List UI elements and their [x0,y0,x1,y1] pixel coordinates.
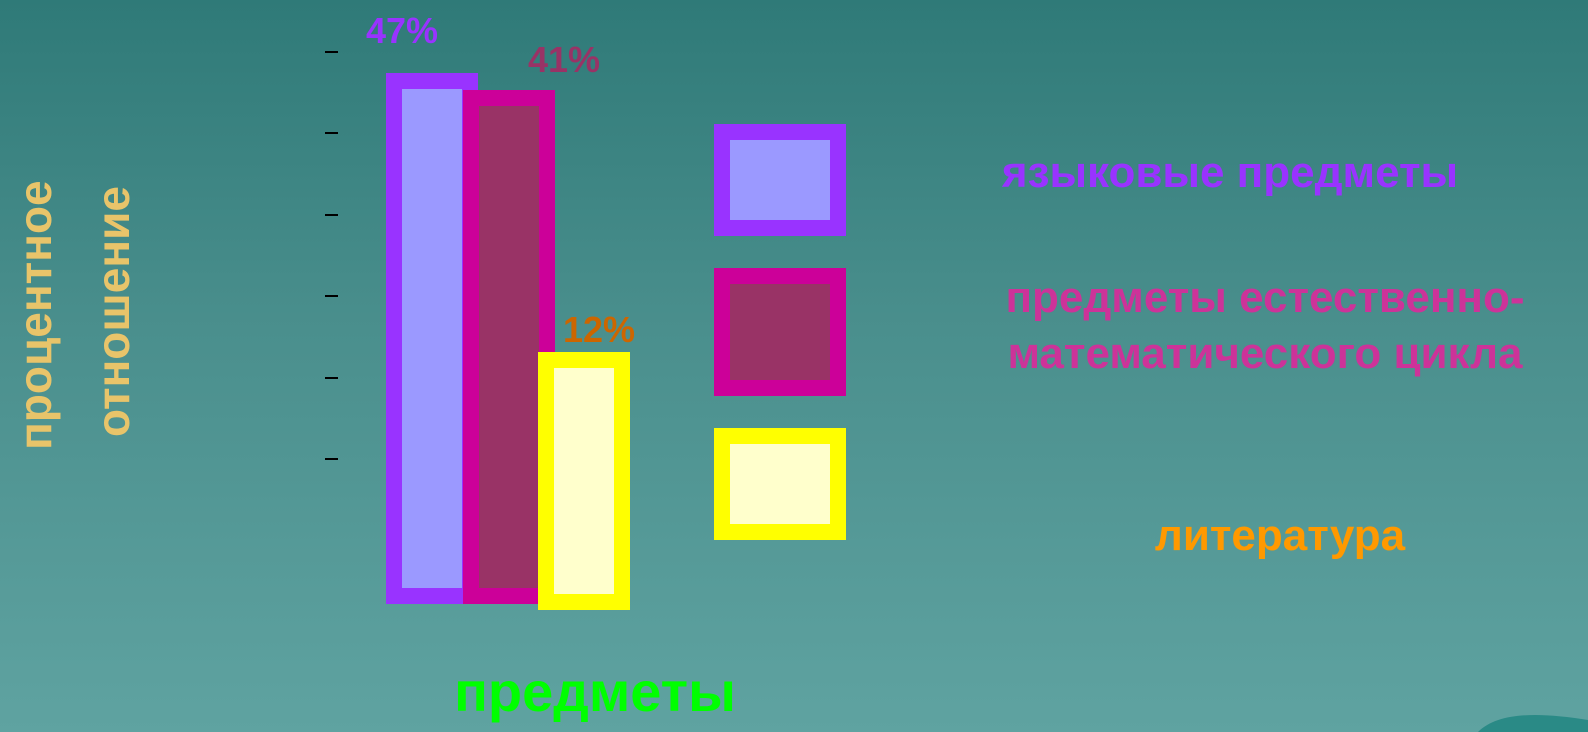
y-axis-label-line2: отношение [87,186,139,437]
data-label-2: 12% [563,309,635,350]
data-label-1: 41% [528,39,600,80]
legend-swatch-languages [714,124,846,236]
bar-0 [386,73,478,604]
bar-2 [538,352,630,610]
data-labels-group: 47% 41% 12% [366,10,635,350]
bar-1 [463,90,555,604]
bars-group [386,73,630,610]
legend-label-languages: языковые предметы [1001,148,1459,197]
y-axis-ticks [325,51,338,460]
corner-decoration [1478,715,1588,732]
x-axis-label: предметы [454,660,736,723]
legend-label-science-line1: предметы естественно- [1005,273,1525,322]
legend-label-science-line2: математического цикла [1007,329,1523,378]
legend-label-science: предметы естественно- математического ци… [950,270,1580,382]
legend-swatch-literature [714,428,846,540]
legend-swatch-science [714,268,846,396]
y-axis-label-line1: процентное [9,180,61,450]
data-label-0: 47% [366,10,438,51]
legend-label-literature: литература [1154,511,1406,560]
